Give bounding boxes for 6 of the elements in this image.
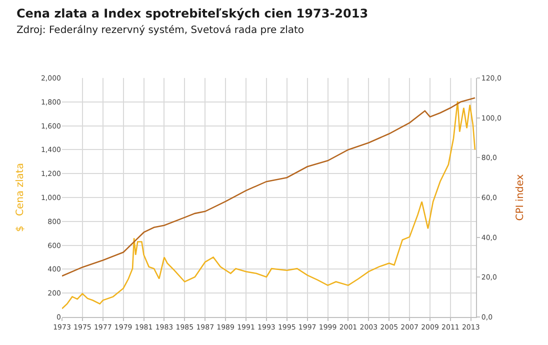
y2-axis-title: CPI index: [514, 174, 526, 221]
chart-subtitle: Zdroj: Federálny rezervný systém, Svetová rada pre zlato: [16, 24, 304, 36]
line-series: [62, 100, 476, 310]
line-series: [62, 97, 476, 277]
chart-title: Cena zlata a Index spotrebiteľských cien 1973-2013: [16, 6, 368, 20]
y-axis-title: $ Cena zlata: [14, 163, 26, 232]
